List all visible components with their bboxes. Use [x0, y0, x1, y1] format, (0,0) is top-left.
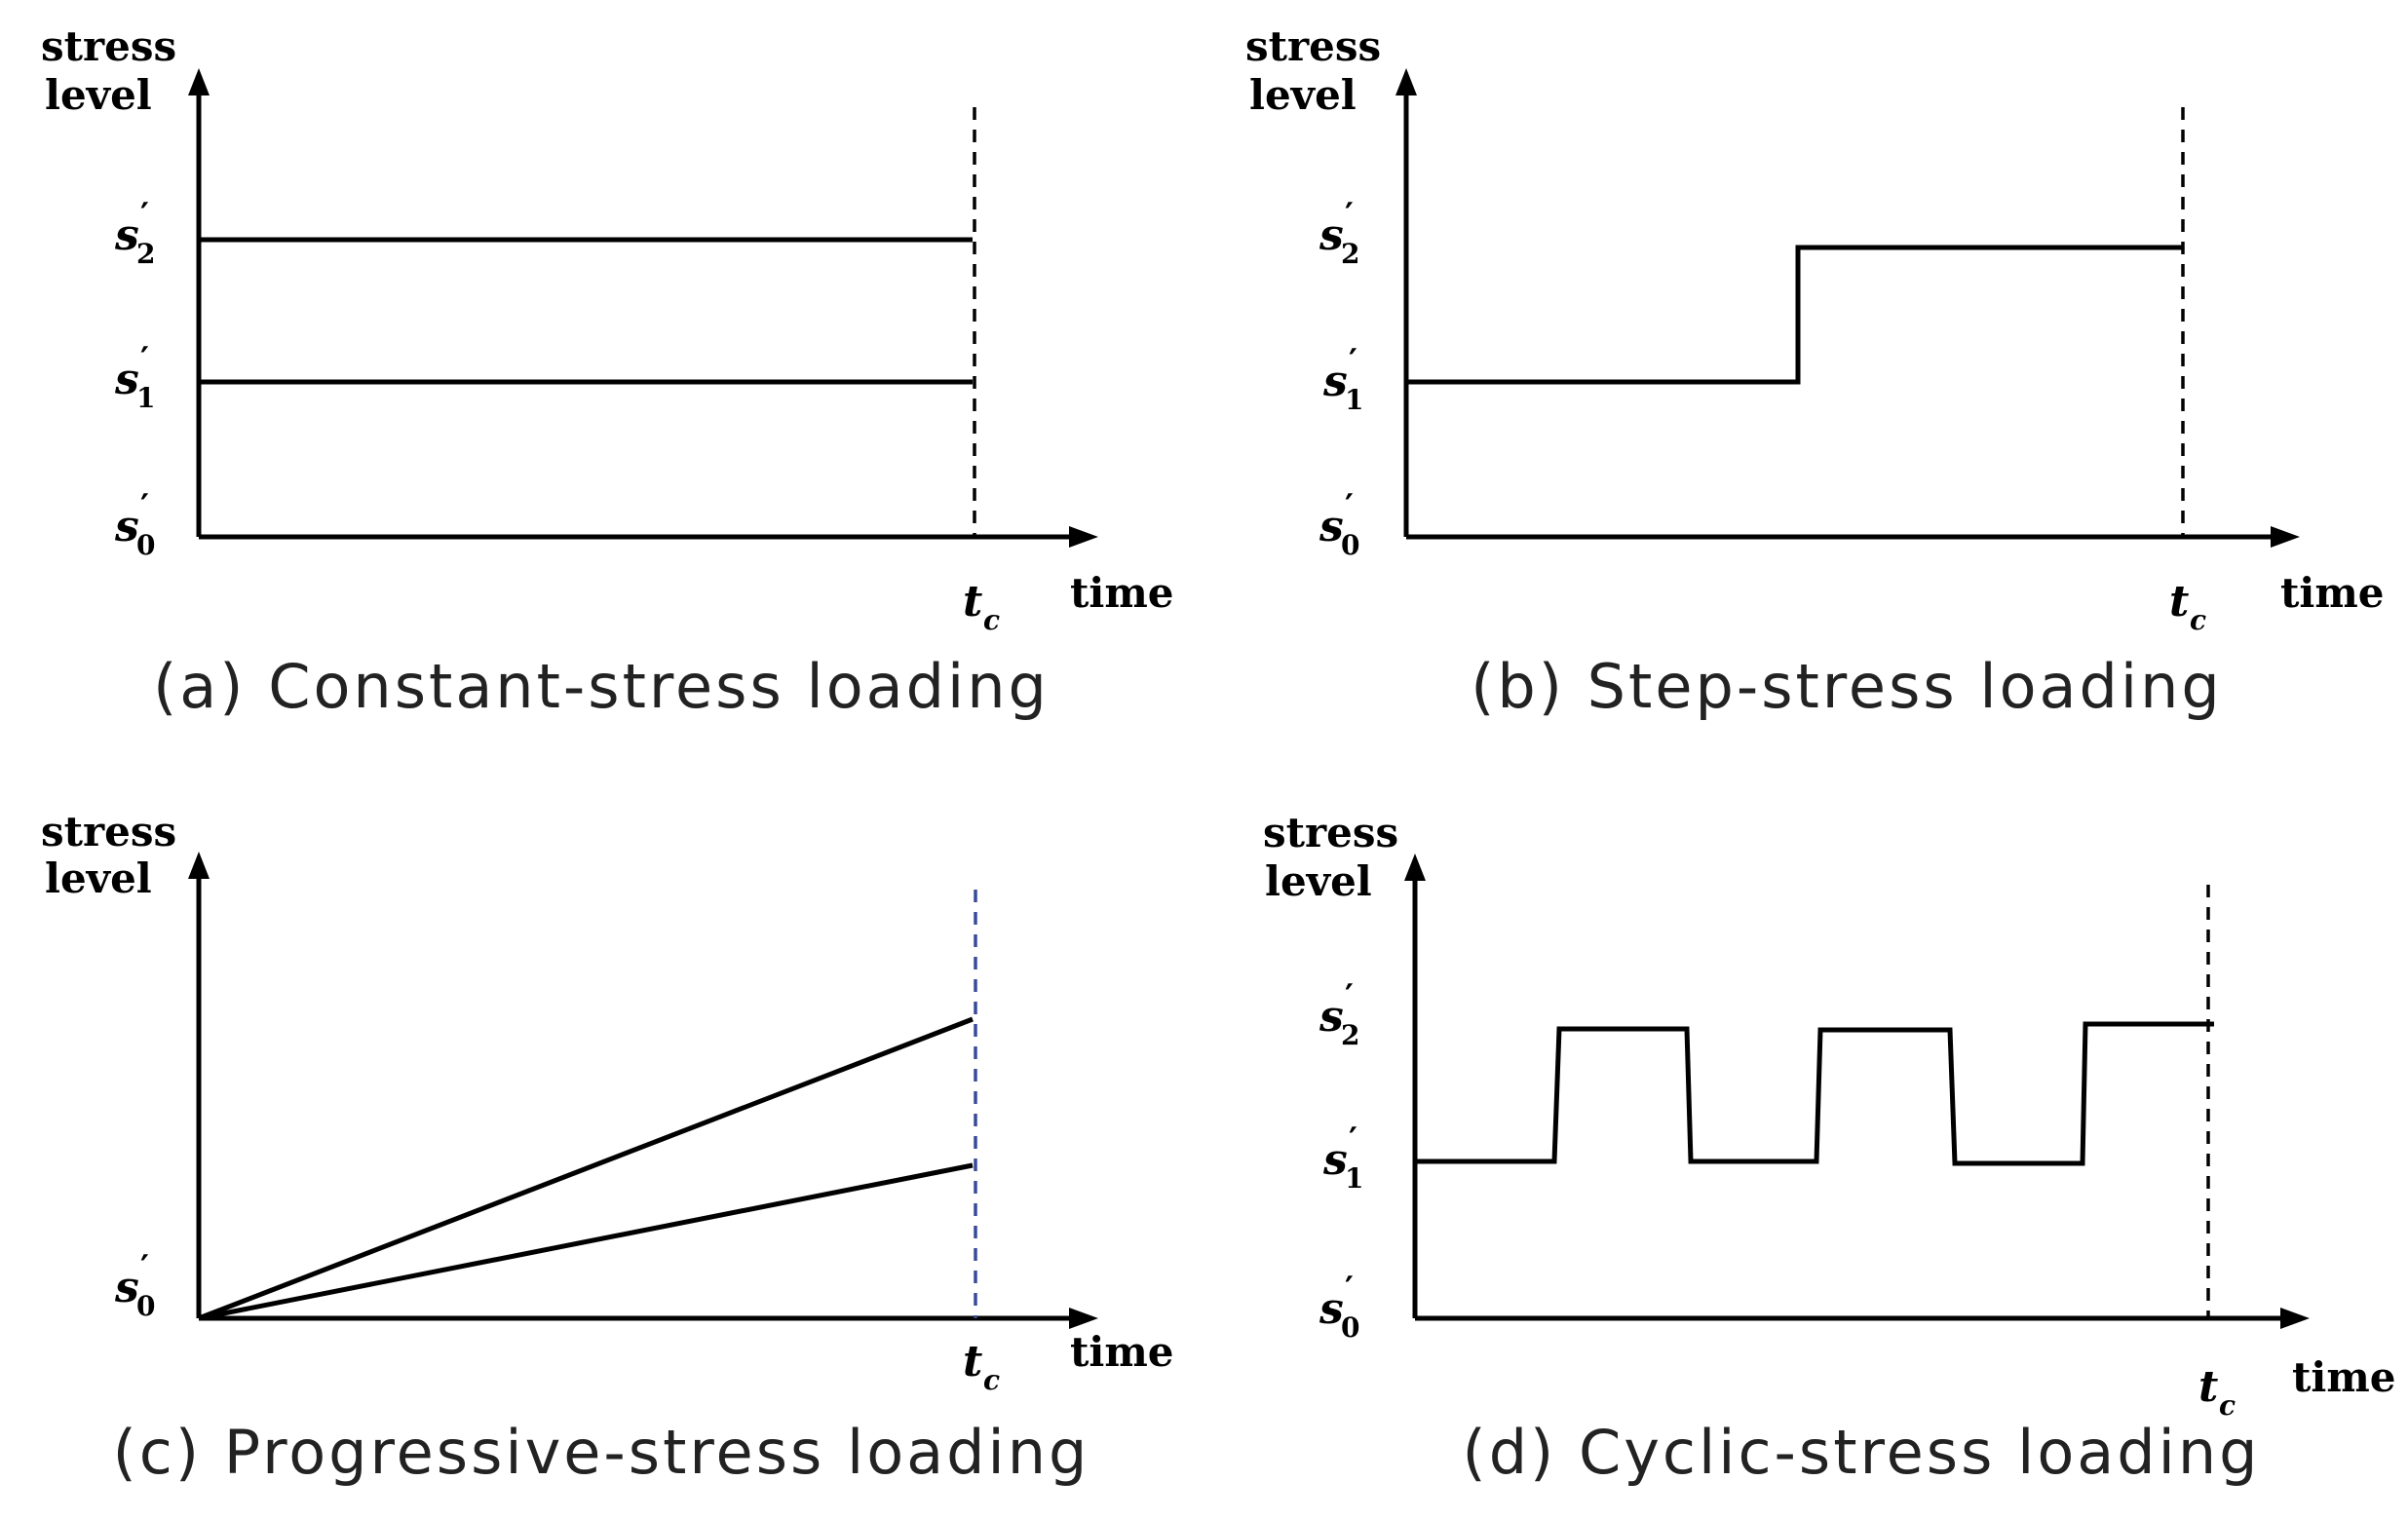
svg-text:s: s: [1322, 357, 1348, 406]
svg-text:2: 2: [1341, 1019, 1359, 1051]
svg-text:c: c: [2190, 604, 2206, 636]
ramp-line-steep: [198, 1016, 974, 1321]
step-stress-curve: [1406, 245, 2183, 385]
x-axis-arrowhead: [1069, 1308, 1098, 1329]
y-axis-title-line2: level: [45, 854, 152, 902]
svg-text:′: ′: [1345, 1270, 1354, 1309]
svg-text:′: ′: [1345, 487, 1354, 526]
caption: (d) Cyclic-stress loading: [1463, 1417, 2261, 1488]
tc-label: t c: [2198, 1362, 2236, 1422]
svg-text:s: s: [1319, 502, 1344, 551]
svg-text:s: s: [1319, 210, 1344, 260]
x-axis-arrowhead: [1069, 526, 1098, 548]
y-tick-label-s1: s ′ 1: [1322, 1120, 1363, 1195]
tc-label: t c: [2169, 577, 2206, 636]
tc-label: t c: [963, 1337, 1000, 1396]
y-axis-arrowhead: [188, 852, 210, 879]
svg-text:0: 0: [136, 1290, 155, 1322]
y-tick-label-s0: s ′ 0: [114, 487, 155, 561]
svg-text:0: 0: [1341, 529, 1359, 561]
y-tick-label-s1: s ′ 1: [114, 340, 155, 414]
y-axis-title-line2: level: [1265, 857, 1372, 905]
y-tick-label-s0: s ′ 0: [1319, 1270, 1359, 1344]
caption: (c) Progressive-stress loading: [113, 1417, 1090, 1488]
svg-text:1: 1: [1345, 1162, 1363, 1195]
tc-label: t c: [963, 577, 1000, 636]
svg-text:0: 0: [136, 529, 155, 561]
y-axis-title-line2: level: [45, 71, 152, 119]
y-axis-arrowhead: [1404, 854, 1426, 881]
y-tick-label-s1: s ′ 1: [1322, 342, 1363, 416]
y-tick-label-s2: s ′ 2: [114, 196, 155, 270]
svg-text:t: t: [963, 577, 982, 627]
svg-text:s: s: [114, 1263, 139, 1312]
y-axis-title-line1: stress: [41, 22, 176, 70]
x-axis-title: time: [2280, 569, 2385, 617]
svg-text:1: 1: [136, 382, 155, 414]
x-axis-arrowhead: [2271, 526, 2300, 548]
svg-text:t: t: [2198, 1362, 2218, 1412]
ramp-line-shallow: [198, 1162, 974, 1321]
x-axis-title: time: [1070, 1328, 1174, 1376]
x-axis-arrowhead: [2280, 1308, 2310, 1329]
panel-b: stress level s ′ 2 s ′ 1 s ′ 0 t c time …: [1245, 22, 2385, 722]
y-axis-title-line2: level: [1249, 71, 1357, 119]
x-axis-title: time: [2292, 1353, 2396, 1401]
svg-text:′: ′: [140, 340, 149, 379]
svg-text:′: ′: [140, 487, 149, 526]
panel-a: stress level s ′ 2 s ′ 1 s ′ 0 t c time …: [41, 22, 1174, 722]
y-axis-title-line1: stress: [41, 808, 176, 855]
y-tick-label-s0: s ′ 0: [1319, 487, 1359, 561]
y-axis-arrowhead: [1395, 68, 1417, 95]
y-tick-label-s0: s ′ 0: [114, 1248, 155, 1322]
svg-text:s: s: [114, 355, 139, 404]
svg-text:t: t: [2169, 577, 2189, 627]
panel-d: stress level s ′ 2 s ′ 1 s ′ 0 t c time …: [1263, 809, 2396, 1488]
svg-text:′: ′: [1345, 196, 1354, 235]
svg-text:2: 2: [1341, 238, 1359, 270]
svg-text:2: 2: [136, 238, 155, 270]
svg-text:t: t: [963, 1337, 982, 1386]
x-axis-title: time: [1070, 569, 1174, 617]
svg-text:s: s: [1322, 1135, 1348, 1185]
svg-text:′: ′: [1349, 342, 1357, 381]
y-tick-label-s2: s ′ 2: [1319, 977, 1359, 1051]
svg-text:s: s: [1319, 1284, 1344, 1334]
svg-text:s: s: [114, 210, 139, 260]
svg-text:c: c: [2219, 1389, 2236, 1422]
svg-text:′: ′: [1349, 1120, 1357, 1159]
svg-text:1: 1: [1345, 384, 1363, 416]
y-tick-label-s2: s ′ 2: [1319, 196, 1359, 270]
svg-text:c: c: [983, 604, 1000, 636]
svg-text:′: ′: [140, 196, 149, 235]
y-axis-title-line1: stress: [1245, 22, 1381, 70]
y-axis-arrowhead: [188, 68, 210, 95]
svg-text:0: 0: [1341, 1311, 1359, 1344]
cyclic-stress-curve: [1415, 1021, 2214, 1166]
svg-text:′: ′: [140, 1248, 149, 1287]
caption: (b) Step-stress loading: [1471, 651, 2223, 722]
svg-text:′: ′: [1345, 977, 1354, 1016]
caption: (a) Constant-stress loading: [153, 651, 1050, 722]
y-axis-title-line1: stress: [1263, 809, 1398, 856]
svg-text:s: s: [114, 502, 139, 551]
panel-c: stress level s ′ 0 t c time (c) Progress…: [41, 808, 1174, 1488]
svg-text:c: c: [983, 1364, 1000, 1396]
svg-text:s: s: [1319, 992, 1344, 1042]
